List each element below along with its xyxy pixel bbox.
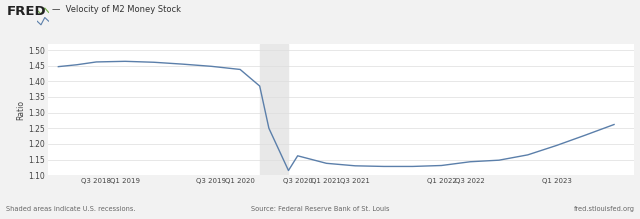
Bar: [260, 44, 289, 175]
Text: —  Velocity of M2 Money Stock: — Velocity of M2 Money Stock: [52, 5, 182, 14]
Text: FRED: FRED: [6, 5, 46, 18]
Text: fred.stlouisfed.org: fred.stlouisfed.org: [574, 207, 635, 212]
Text: Source: Federal Reserve Bank of St. Louis: Source: Federal Reserve Bank of St. Loui…: [251, 207, 389, 212]
Text: Shaded areas indicate U.S. recessions.: Shaded areas indicate U.S. recessions.: [6, 207, 136, 212]
Y-axis label: Ratio: Ratio: [17, 99, 26, 120]
